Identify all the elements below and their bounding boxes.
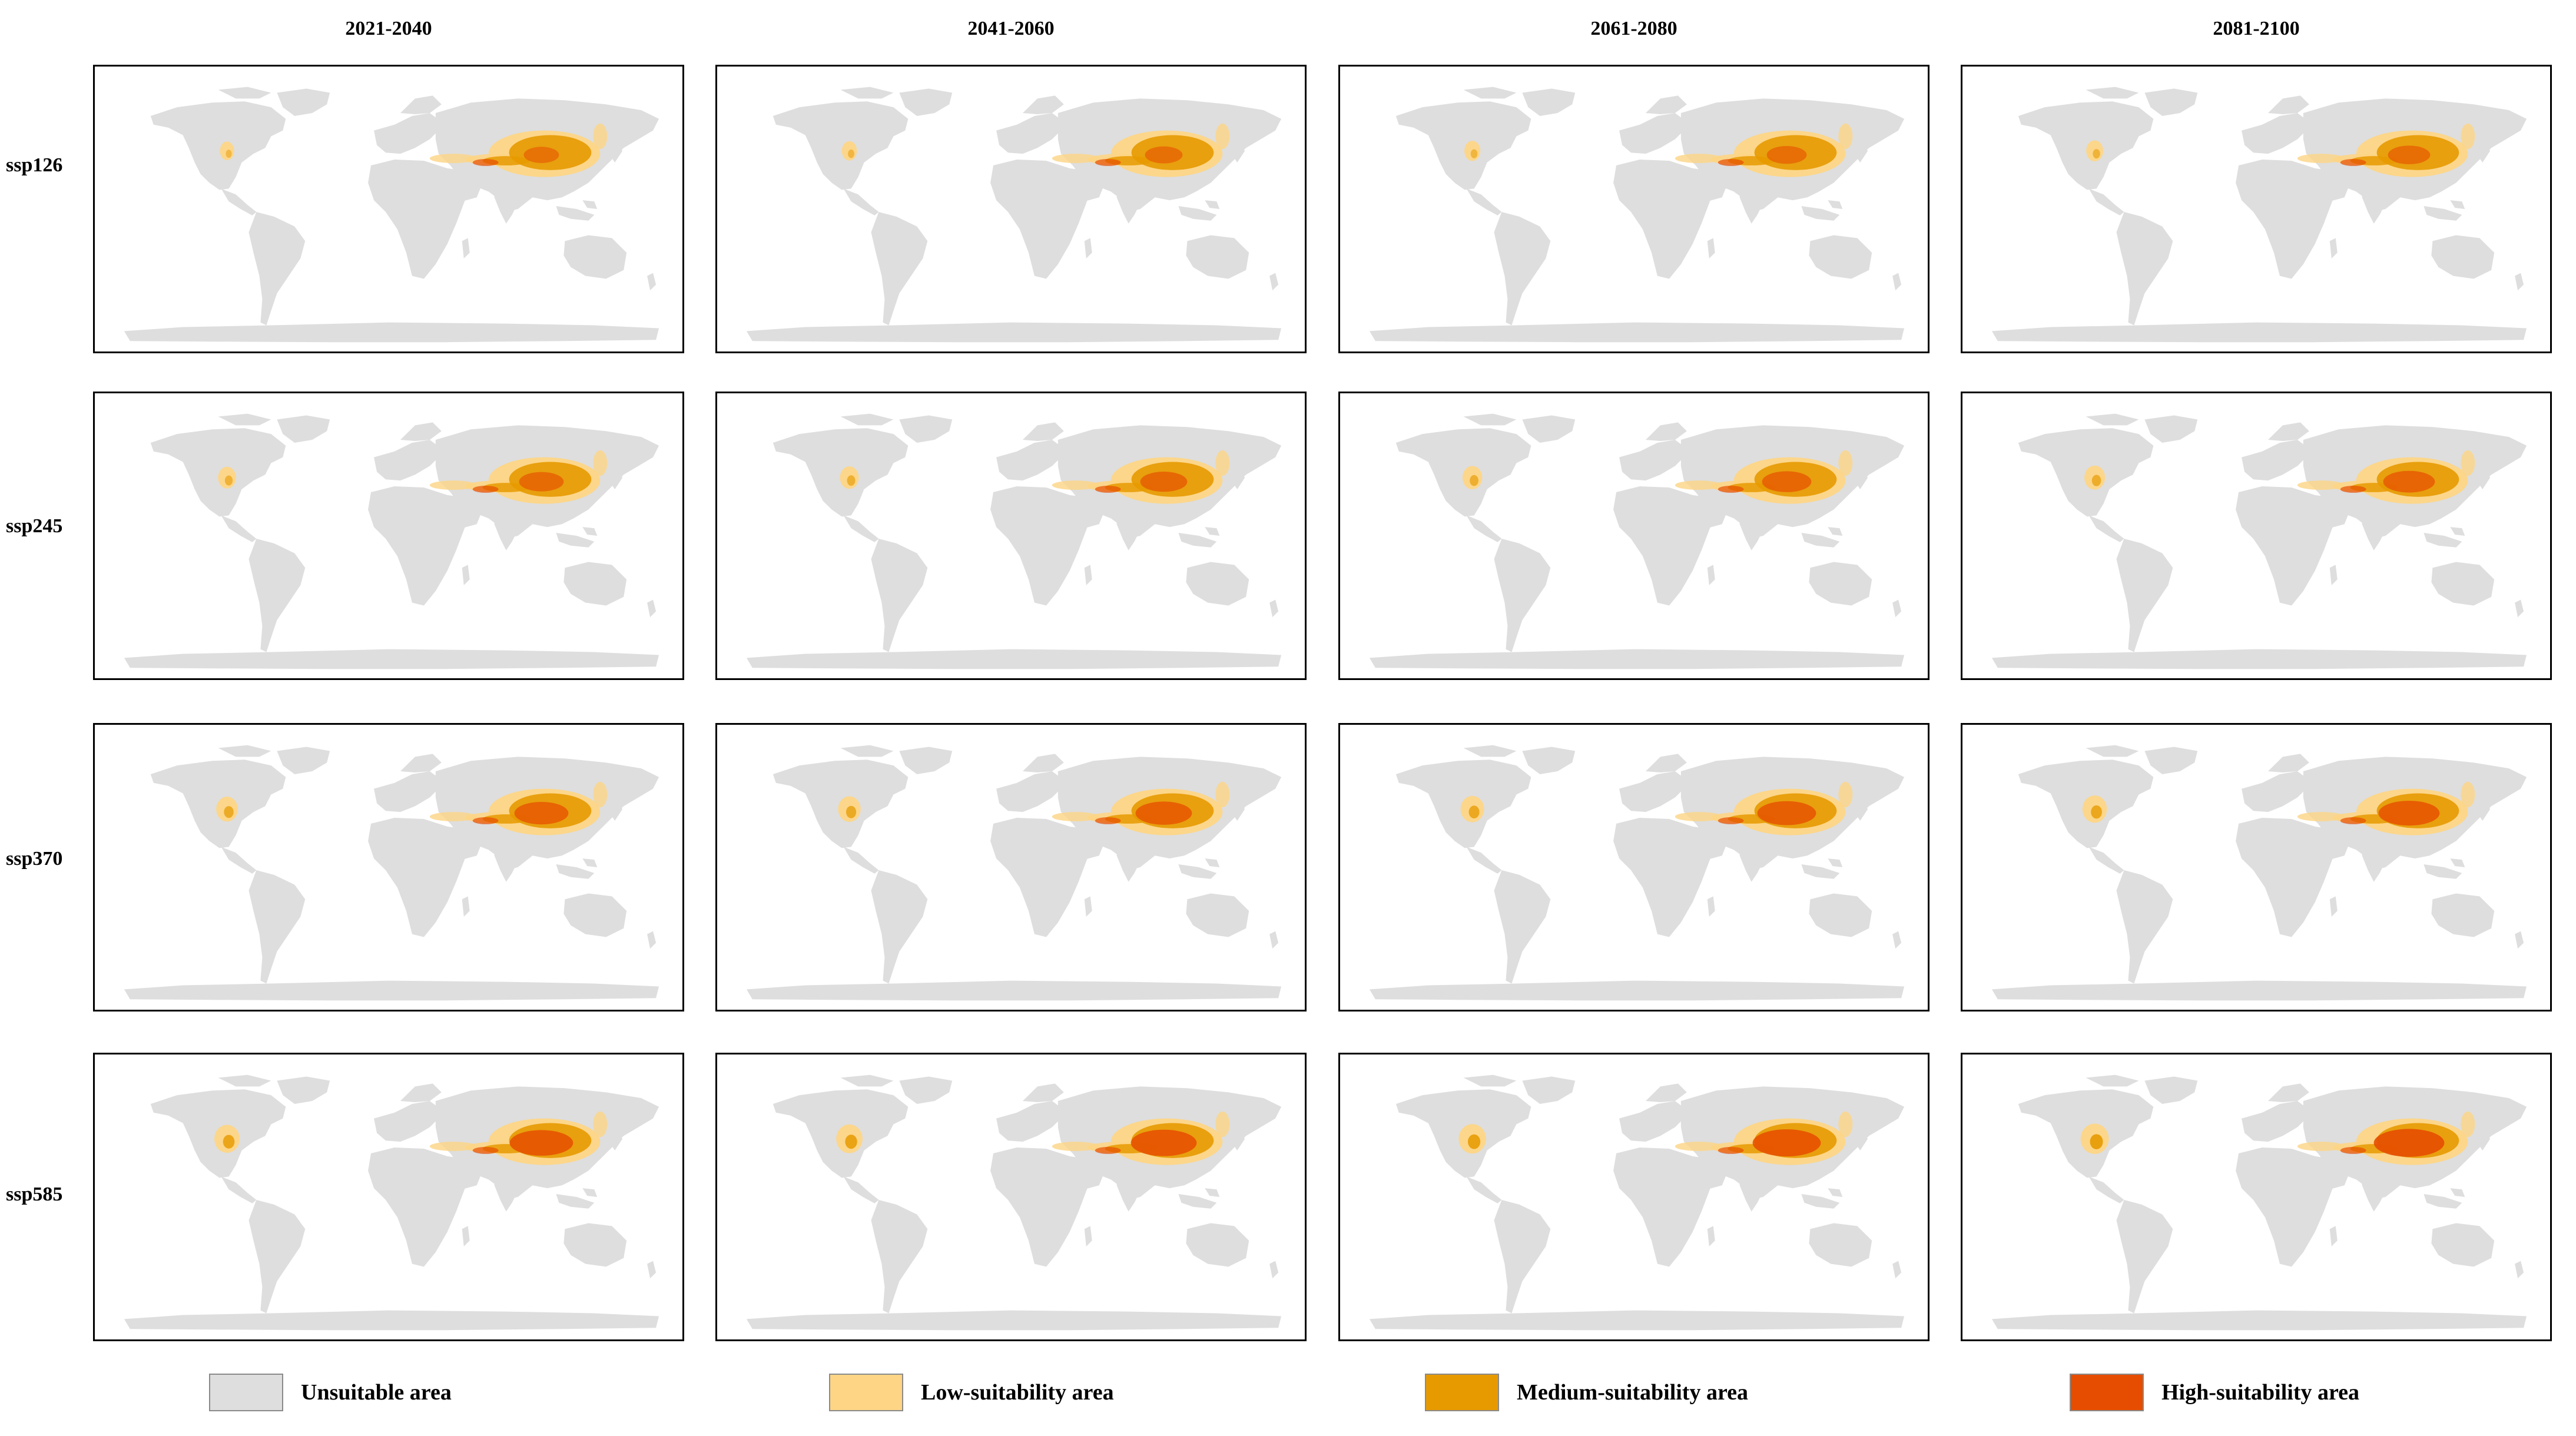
map-panel-ssp585-2081-2100 xyxy=(1961,1053,2552,1341)
map-panel-ssp370-2041-2060 xyxy=(715,723,1307,1011)
legend-item-unsuitable: Unsuitable area xyxy=(209,1372,452,1413)
map-panel-ssp370-2061-2080 xyxy=(1338,723,1929,1011)
map-panel-ssp126-2041-2060 xyxy=(715,65,1307,353)
map-panel-ssp245-2081-2100 xyxy=(1961,392,2552,680)
map-panel-ssp126-2021-2040 xyxy=(93,65,684,353)
legend-swatch-medium xyxy=(1425,1374,1499,1411)
column-label-2081-2100: 2081-2100 xyxy=(2213,18,2300,39)
legend-item-low: Low-suitability area xyxy=(829,1372,1114,1413)
legend-item-high: High-suitability area xyxy=(2070,1372,2359,1413)
map-panel-ssp126-2061-2080 xyxy=(1338,65,1929,353)
map-panel-ssp370-2081-2100 xyxy=(1961,723,2552,1011)
map-panel-ssp245-2021-2040 xyxy=(93,392,684,680)
row-label-ssp585: ssp585 xyxy=(6,1183,63,1205)
legend-swatch-high xyxy=(2070,1374,2144,1411)
map-panel-ssp585-2061-2080 xyxy=(1338,1053,1929,1341)
legend-swatch-low xyxy=(829,1374,903,1411)
column-label-2041-2060: 2041-2060 xyxy=(967,18,1055,39)
legend-label-unsuitable: Unsuitable area xyxy=(301,1380,452,1405)
row-label-ssp126: ssp126 xyxy=(6,154,63,176)
row-label-ssp370: ssp370 xyxy=(6,848,63,870)
legend-label-medium: Medium-suitability area xyxy=(1517,1380,1749,1405)
legend-swatch-unsuitable xyxy=(209,1374,283,1411)
column-label-2021-2040: 2021-2040 xyxy=(345,18,432,39)
map-panel-ssp370-2021-2040 xyxy=(93,723,684,1011)
map-panel-ssp245-2061-2080 xyxy=(1338,392,1929,680)
map-panel-ssp245-2041-2060 xyxy=(715,392,1307,680)
map-panel-ssp585-2041-2060 xyxy=(715,1053,1307,1341)
map-panel-ssp126-2081-2100 xyxy=(1961,65,2552,353)
map-panel-ssp585-2021-2040 xyxy=(93,1053,684,1341)
legend-item-medium: Medium-suitability area xyxy=(1425,1372,1748,1413)
row-label-ssp245: ssp245 xyxy=(6,515,63,537)
legend-label-high: High-suitability area xyxy=(2161,1380,2360,1405)
column-label-2061-2080: 2061-2080 xyxy=(1590,18,1677,39)
legend-label-low: Low-suitability area xyxy=(921,1380,1114,1405)
